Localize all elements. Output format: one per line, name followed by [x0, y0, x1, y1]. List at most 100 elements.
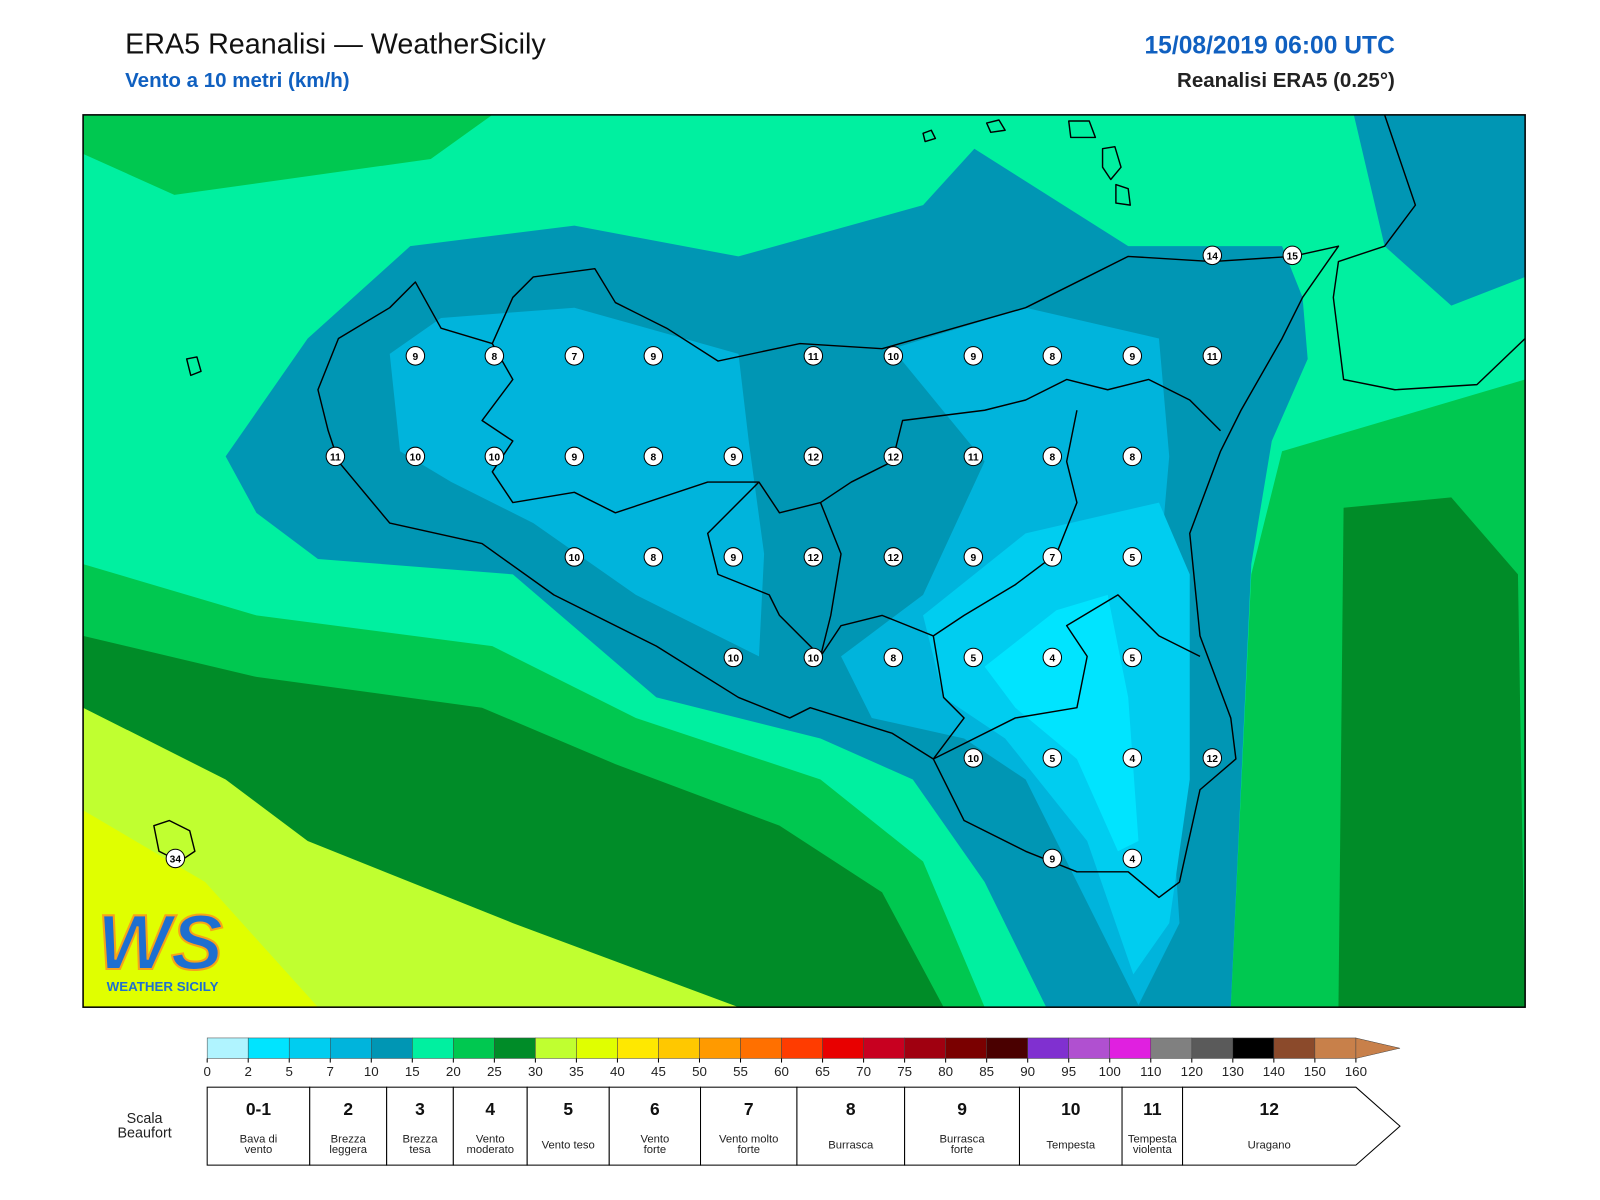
station-marker — [1042, 748, 1063, 768]
colorbar-tick-label: 70 — [856, 1064, 871, 1079]
station-marker — [963, 547, 984, 567]
station-value: 9 — [970, 553, 976, 564]
beaufort-cell — [608, 1086, 702, 1166]
colorbar-tick-label: 45 — [651, 1064, 666, 1079]
beaufort-desc: forte — [644, 1144, 667, 1156]
station-value: 4 — [1129, 754, 1135, 765]
colorbar-tick-label: 50 — [692, 1064, 707, 1079]
station-marker — [883, 647, 904, 668]
wind-field — [83, 114, 1526, 1008]
colorbar-tick-label: 40 — [610, 1064, 625, 1079]
station-marker — [723, 547, 744, 567]
station-value: 10 — [728, 654, 740, 665]
colorbar-tick-label: 80 — [938, 1064, 953, 1079]
beaufort-force: 2 — [343, 1099, 353, 1119]
station-marker — [963, 446, 984, 467]
colorbar-cell — [1273, 1037, 1316, 1059]
station-marker — [1202, 245, 1223, 266]
station-marker — [1282, 245, 1303, 266]
station-value: 9 — [1049, 855, 1055, 866]
date: 15/08/2019 06:00 UTC — [1144, 32, 1395, 59]
station-marker — [963, 346, 984, 366]
station-value: 8 — [890, 654, 896, 665]
colorbar-tick-label: 2 — [244, 1064, 251, 1079]
station-marker — [803, 446, 824, 467]
beaufort-desc: Bava di — [240, 1134, 278, 1146]
colorbar-cell — [740, 1037, 782, 1059]
station-marker — [643, 446, 664, 467]
station-marker — [1202, 748, 1223, 768]
colorbar-tick-label: 20 — [446, 1064, 461, 1079]
station-value: 7 — [1049, 553, 1055, 564]
logo-mark: WS — [97, 898, 223, 986]
colorbar-tick-label: 85 — [979, 1064, 994, 1079]
station-value: 9 — [650, 352, 656, 363]
beaufort-label: Beaufort — [117, 1125, 171, 1141]
beaufort-desc: Vento — [476, 1134, 505, 1146]
beaufort-desc: Vento teso — [542, 1140, 595, 1152]
station-value: 15 — [1287, 251, 1299, 262]
station-value: 9 — [970, 352, 976, 363]
station-marker — [723, 446, 744, 467]
beaufort-force: 6 — [650, 1099, 660, 1119]
station-value: 10 — [489, 453, 501, 464]
station-value: 7 — [572, 352, 578, 363]
station-marker — [564, 547, 585, 567]
station-value: 5 — [1129, 654, 1135, 665]
station-value: 11 — [1207, 352, 1218, 363]
station-marker — [1122, 647, 1143, 668]
station-marker — [1042, 446, 1063, 467]
colorbar-cell — [1232, 1037, 1275, 1059]
colorbar-tick-label: 65 — [815, 1064, 830, 1079]
station-value: 12 — [808, 553, 820, 564]
beaufort-cell — [1182, 1086, 1401, 1166]
beaufort-force: 7 — [744, 1099, 754, 1119]
stations: 9 8 7 9 11 10 9 8 9 11 11 10 10 9 8 9 12 12 11 8 8 10 8 9 12 12 9 7… — [165, 245, 1303, 869]
station-marker — [1122, 346, 1143, 366]
beaufort-desc: Burrasca — [828, 1140, 874, 1152]
beaufort-force: 11 — [1143, 1099, 1162, 1119]
station-value: 10 — [410, 453, 422, 464]
beaufort-cell — [526, 1086, 610, 1166]
colorbar-tick-label: 35 — [569, 1064, 584, 1079]
beaufort-force: 0-1 — [246, 1099, 271, 1119]
colorbar-cell — [617, 1037, 659, 1059]
colorbar-tick-label: 7 — [327, 1064, 334, 1079]
station-value: 8 — [1049, 352, 1055, 363]
station-value: 10 — [968, 754, 980, 765]
colorbar-cell — [945, 1037, 987, 1059]
beaufort-desc: Vento molto — [719, 1134, 779, 1146]
station-value: 34 — [170, 855, 182, 866]
colorbar: 0 2 5 7 10 15 20 25 30 35 40 45 50 55 60 65 70 75 80 85 90 95… — [203, 1037, 1401, 1079]
colorbar-tick-label: 10 — [364, 1064, 379, 1079]
station-value: 8 — [1129, 453, 1135, 464]
station-value: 9 — [730, 453, 736, 464]
beaufort-cell — [699, 1086, 798, 1166]
colorbar-tick-label: 140 — [1263, 1064, 1285, 1079]
station-value: 8 — [492, 352, 498, 363]
colorbar-tick-label: 130 — [1222, 1064, 1244, 1079]
colorbar-cell — [206, 1037, 249, 1059]
station-value: 10 — [808, 654, 820, 665]
colorbar-cell — [371, 1037, 413, 1059]
station-marker — [803, 547, 824, 567]
beaufort-label: Scala — [127, 1111, 163, 1127]
station-marker — [564, 446, 585, 467]
beaufort-desc: Tempesta — [1128, 1134, 1178, 1146]
map-frame — [82, 114, 1526, 1008]
colorbar-tick-label: 90 — [1020, 1064, 1035, 1079]
station-marker — [484, 446, 505, 467]
station-marker — [1122, 748, 1143, 768]
station-value: 4 — [1049, 654, 1055, 665]
logo-name: WEATHER SICILY — [107, 979, 219, 994]
colorbar-cell — [412, 1037, 454, 1059]
beaufort-desc: Vento — [640, 1134, 669, 1146]
colorbar-cell — [247, 1037, 290, 1059]
colorbar-cell — [1027, 1037, 1069, 1059]
colorbar-cell — [863, 1037, 905, 1059]
colorbar-cell — [576, 1037, 618, 1059]
station-marker — [1122, 848, 1143, 869]
title: ERA5 Reanalisi — WeatherSicily — [125, 28, 546, 60]
colorbar-cell — [1314, 1037, 1357, 1059]
